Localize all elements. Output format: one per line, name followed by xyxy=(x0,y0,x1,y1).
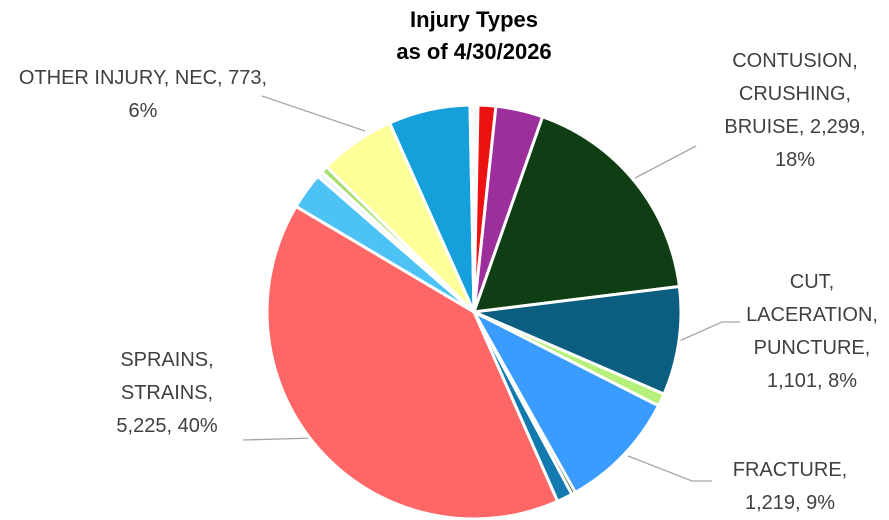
label-part: CONTUSION, CRUSHING, BRUISE xyxy=(724,50,858,138)
data-label: CONTUSION, CRUSHING, BRUISE, 2,299, 18% xyxy=(702,45,888,177)
label-separator: , xyxy=(207,382,219,404)
label-part: 18% xyxy=(774,149,816,171)
label-separator: , xyxy=(860,116,872,138)
leader-line xyxy=(627,455,712,482)
label-part: 773 xyxy=(228,67,262,89)
label-part: SPRAINS, STRAINS xyxy=(120,349,214,404)
data-label: SPRAINS, STRAINS, 5,225, 40% xyxy=(92,344,242,443)
label-part: OTHER INJURY, NEC xyxy=(18,67,218,89)
leader-line xyxy=(634,145,697,179)
label-separator: , xyxy=(166,415,178,437)
leader-line xyxy=(242,437,317,441)
label-separator: , xyxy=(864,337,876,359)
label-separator: , xyxy=(795,492,807,514)
label-part: 1,219 xyxy=(744,492,796,514)
label-part: FRACTURE xyxy=(732,459,842,481)
pie-slice xyxy=(472,284,683,396)
pie-slice xyxy=(265,204,560,520)
label-part: 5,225 xyxy=(116,415,167,437)
label-part: 1,101 xyxy=(766,370,818,392)
pie-slice xyxy=(472,310,661,494)
label-separator: , xyxy=(217,67,229,89)
label-part: 6% xyxy=(128,100,158,122)
label-part: CUT, LACERATION, PUNCTURE xyxy=(746,271,878,359)
label-part: 2,299 xyxy=(809,116,861,138)
data-label: CUT, LACERATION, PUNCTURE, 1,101, 8% xyxy=(737,266,887,398)
pie-slice xyxy=(468,103,476,314)
label-separator: , xyxy=(817,370,829,392)
leader-line xyxy=(261,95,366,132)
chart-title: Injury Types as of 4/30/2026 xyxy=(354,4,594,68)
label-separator: , xyxy=(798,116,810,138)
pie-slice xyxy=(472,115,681,314)
label-part: 40% xyxy=(177,415,218,437)
data-label: FRACTURE, 1,219, 9% xyxy=(715,454,865,520)
label-part: 8% xyxy=(828,370,858,392)
label-separator: , xyxy=(261,67,273,89)
data-label: OTHER INJURY, NEC, 773, 6% xyxy=(12,62,274,128)
title-line: Injury Types xyxy=(410,7,538,32)
leader-line xyxy=(667,321,740,347)
label-part: 9% xyxy=(806,492,836,514)
label-separator: , xyxy=(841,459,853,481)
title-line: as of 4/30/2026 xyxy=(396,39,552,64)
